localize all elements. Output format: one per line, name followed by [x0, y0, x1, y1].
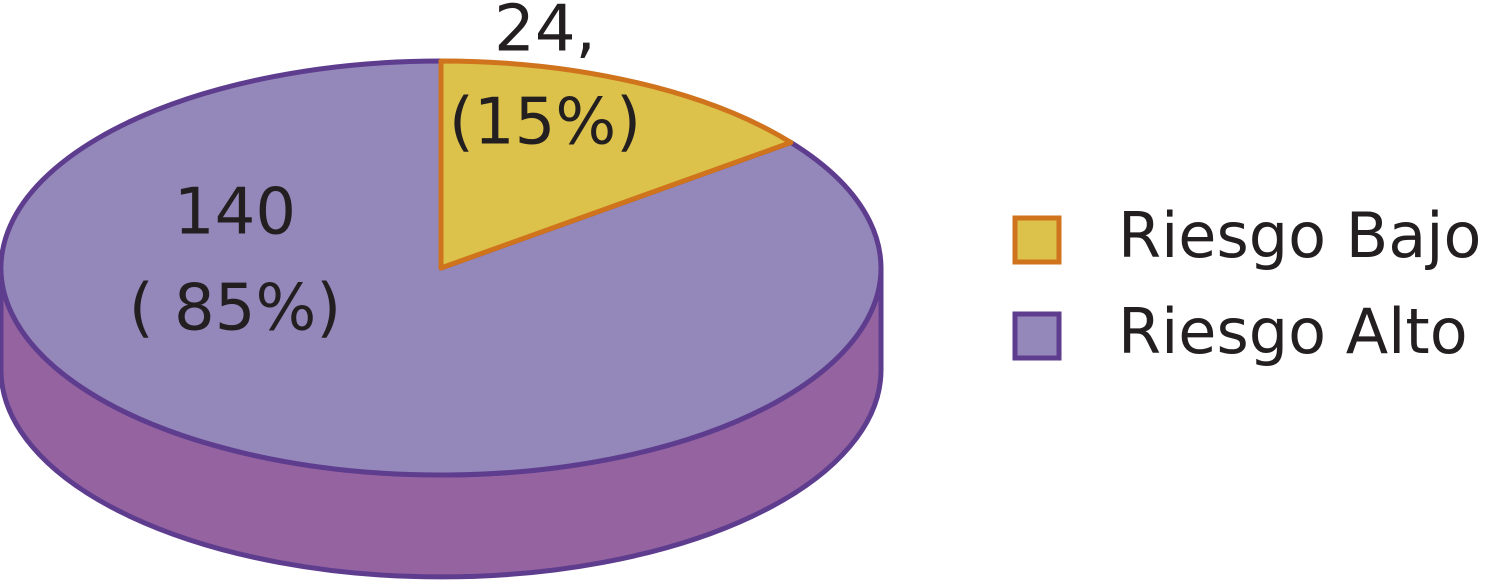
legend-swatch [1012, 311, 1062, 361]
legend-swatch [1012, 215, 1062, 265]
data-label: ( 85%) [129, 272, 342, 346]
legend-label: Riesgo Bajo [1118, 199, 1481, 272]
legend-label: Riesgo Alto [1118, 295, 1468, 368]
pie-slice [438, 58, 794, 271]
data-label: (15%) [449, 86, 641, 160]
data-label: 24, [494, 0, 596, 67]
data-label: 140 [174, 176, 296, 250]
